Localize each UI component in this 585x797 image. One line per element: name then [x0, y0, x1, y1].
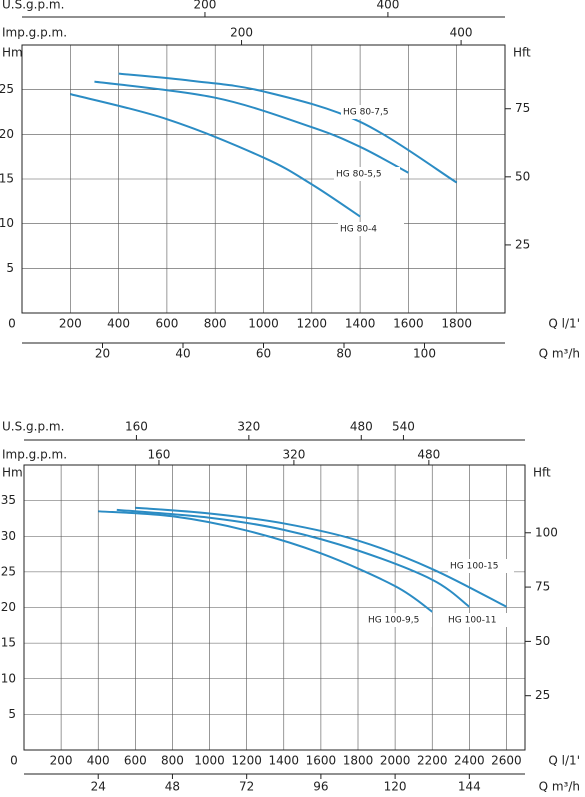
x-tick-label: 400 [107, 317, 130, 331]
y2-axis-label: Hft [533, 466, 551, 480]
tick-label: 48 [165, 780, 180, 794]
x-tick-label: 1400 [345, 317, 376, 331]
y-tick-label: 15 [1, 636, 16, 650]
x-tick-label: 800 [204, 317, 227, 331]
series-label: HG 100-9,5 [368, 616, 419, 626]
x-tick-label: 1200 [297, 317, 328, 331]
y-tick-label: 30 [1, 529, 16, 543]
curve [94, 80, 409, 174]
y-tick-label: 20 [0, 127, 14, 141]
y2-tick-label: 75 [535, 580, 550, 594]
x-tick-label: 1200 [231, 754, 262, 768]
x-tick-label: 1000 [248, 317, 279, 331]
series-label: HG 80-5,5 [336, 170, 382, 180]
x-axis-label: Q l/1' [548, 317, 580, 331]
x-tick-label: 600 [155, 317, 178, 331]
axis-label: Q m³/h [539, 780, 580, 794]
series-label: HG 100-15 [450, 562, 498, 572]
x-tick-label: 1800 [441, 317, 472, 331]
y-tick-label: 25 [0, 82, 14, 96]
x-axis-label: Q l/1' [548, 754, 580, 768]
axis-label: Q m³/h [539, 347, 580, 361]
tick-label: 480 [350, 420, 373, 434]
label-bg [446, 613, 512, 627]
x-tick-label: 1600 [306, 754, 337, 768]
label-bg [448, 559, 514, 573]
x-tick-label: 2200 [417, 754, 448, 768]
tick-label: 160 [125, 420, 148, 434]
label-bg [366, 613, 432, 627]
label-bg [341, 105, 407, 119]
x-tick-label: 1400 [269, 754, 300, 768]
x-tick-label: 200 [59, 317, 82, 331]
y-tick-label: 5 [8, 707, 16, 721]
tick-label: 24 [91, 780, 106, 794]
y-tick-label: 20 [1, 600, 16, 614]
tick-label: 20 [95, 347, 110, 361]
y-tick-label: 5 [6, 261, 14, 275]
curve [98, 510, 433, 613]
y-axis-label: Hm [2, 466, 23, 480]
tick-label: 200 [194, 0, 217, 12]
tick-label: 200 [230, 26, 253, 40]
x-tick-label: 1800 [343, 754, 374, 768]
y-tick-label: 10 [1, 671, 16, 685]
axis-label: Imp.g.p.m. [2, 448, 67, 462]
axis-label: U.S.g.p.m. [2, 0, 64, 12]
label-bg [338, 222, 404, 236]
axis-label: U.S.g.p.m. [2, 420, 64, 434]
tick-label: 400 [450, 26, 473, 40]
x-tick-label: 600 [124, 754, 147, 768]
x-tick-label: 400 [87, 754, 110, 768]
y2-tick-label: 100 [535, 525, 558, 539]
y-tick-label: 10 [0, 216, 14, 230]
y-axis-label: Hm [2, 46, 23, 60]
tick-label: 400 [376, 0, 399, 12]
tick-label: 40 [175, 347, 190, 361]
curve [118, 72, 458, 184]
x-tick-label: 2600 [491, 754, 522, 768]
tick-label: 80 [336, 347, 351, 361]
series-label: HG 100-11 [448, 616, 496, 626]
tick-label: 96 [313, 780, 328, 794]
y2-tick-label: 25 [515, 237, 530, 251]
x-tick-label: 2400 [454, 754, 485, 768]
y2-axis-label: Hft [513, 46, 531, 60]
y2-tick-label: 50 [535, 634, 550, 648]
x-tick-label: 0 [10, 754, 18, 768]
tick-label: 320 [237, 420, 260, 434]
axis-label: Imp.g.p.m. [2, 26, 67, 40]
curve [135, 506, 507, 608]
tick-label: 540 [392, 420, 415, 434]
tick-label: 160 [147, 448, 170, 462]
x-tick-label: 200 [50, 754, 73, 768]
tick-label: 100 [413, 347, 436, 361]
tick-label: 320 [282, 448, 305, 462]
curve [116, 508, 470, 608]
x-tick-label: 1600 [393, 317, 424, 331]
label-bg [334, 167, 400, 181]
y-tick-label: 25 [1, 564, 16, 578]
y2-tick-label: 25 [535, 688, 550, 702]
x-tick-label: 0 [8, 317, 16, 331]
tick-label: 120 [384, 780, 407, 794]
tick-label: 144 [458, 780, 481, 794]
tick-label: 72 [239, 780, 254, 794]
curve [70, 93, 361, 218]
y2-tick-label: 50 [515, 169, 530, 183]
y-tick-label: 35 [1, 493, 16, 507]
series-label: HG 80-4 [340, 225, 377, 235]
x-tick-label: 2000 [380, 754, 411, 768]
y-tick-label: 15 [0, 172, 14, 186]
x-tick-label: 1000 [194, 754, 225, 768]
x-tick-label: 800 [161, 754, 184, 768]
tick-label: 480 [417, 448, 440, 462]
tick-label: 60 [256, 347, 271, 361]
y2-tick-label: 75 [515, 101, 530, 115]
series-label: HG 80-7,5 [343, 108, 389, 118]
